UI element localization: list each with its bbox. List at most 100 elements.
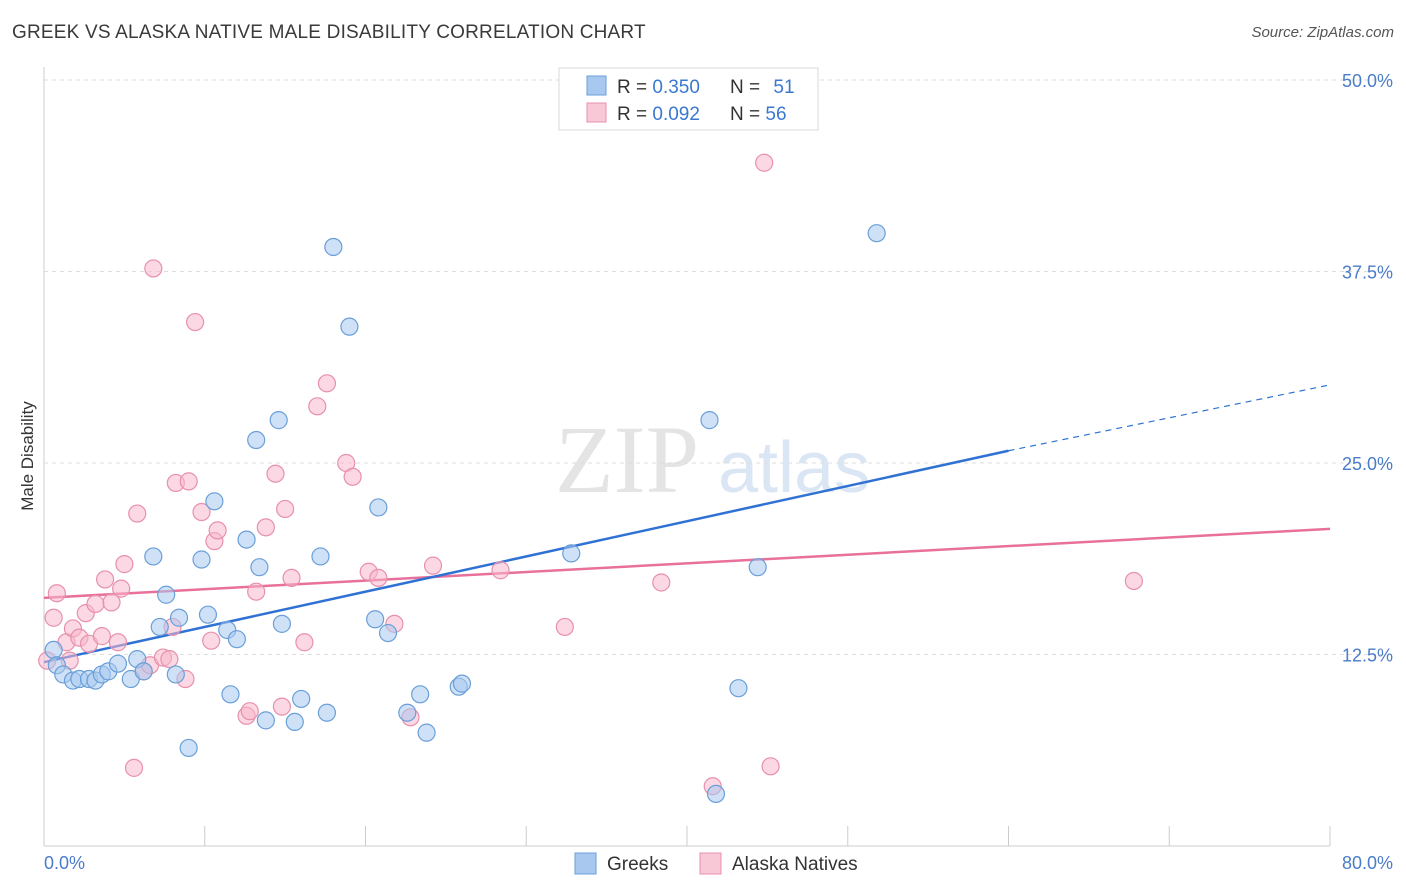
alaska-natives-point xyxy=(112,579,131,598)
alaska-natives-point xyxy=(369,568,388,588)
greeks-point xyxy=(150,617,169,637)
alaska-natives-point xyxy=(95,570,115,589)
svg-text:R = 0.092: R = 0.092 xyxy=(617,104,700,125)
watermark-atlas: atlas xyxy=(718,428,870,508)
legend-greeks-swatch xyxy=(574,852,597,875)
y-tick-label: 37.5% xyxy=(1342,263,1393,283)
alaska-natives-swatch xyxy=(586,102,607,123)
alaska-natives-point xyxy=(102,593,121,612)
greeks-point xyxy=(166,665,185,684)
watermark: ZIP atlas xyxy=(555,406,870,513)
greeks-r-value: 0.350 xyxy=(652,77,700,98)
greeks-point xyxy=(250,558,269,577)
alaska-natives-point xyxy=(179,472,198,491)
alaska-natives-point xyxy=(491,561,510,580)
greeks-swatch xyxy=(586,75,607,96)
greeks-r-label: R = xyxy=(617,77,652,98)
alaska-natives-point xyxy=(144,259,163,278)
greeks-point xyxy=(157,585,176,604)
alaska-natives-point xyxy=(192,502,211,522)
greeks-point xyxy=(44,640,63,660)
greeks-point xyxy=(417,723,436,742)
alaska-natives-point xyxy=(186,312,205,332)
y-tick-label: 50.0% xyxy=(1342,71,1393,91)
alaska-natives-point xyxy=(92,627,111,646)
alaska-natives-point xyxy=(266,464,285,483)
greeks-point xyxy=(192,550,211,569)
alaska-natives-point xyxy=(247,582,266,601)
alaska-natives-point xyxy=(423,556,443,575)
alaska-natives-point xyxy=(47,584,66,603)
greeks-point xyxy=(398,703,417,722)
greeks-point xyxy=(205,492,224,511)
stats-legend: R = 0.350 N = 51 R = 0.092 N = 56 xyxy=(558,67,819,131)
y-tick-labels: 12.5% 25.0% 37.5% 50.0% xyxy=(1342,71,1393,666)
svg-text:N = 56: N = 56 xyxy=(730,104,787,125)
greeks-point xyxy=(369,498,388,517)
greeks-point xyxy=(366,610,385,629)
y-tick-label: 12.5% xyxy=(1342,646,1393,666)
alaska-natives-point xyxy=(1124,571,1143,591)
natives-n-label: N = xyxy=(730,104,765,125)
alaska-natives-point xyxy=(86,594,105,614)
greeks-point xyxy=(700,411,719,430)
alaska-natives-point xyxy=(276,499,295,519)
alaska-natives-point xyxy=(44,608,63,627)
legend-natives-label: Alaska Natives xyxy=(732,854,858,875)
natives-r-label: R = xyxy=(617,104,652,125)
alaska-natives-point xyxy=(555,617,574,637)
source-label: Source: ZipAtlas.com xyxy=(1251,24,1394,41)
greeks-point xyxy=(340,317,359,336)
greeks-point xyxy=(292,689,311,709)
greeks-point xyxy=(269,411,288,430)
greeks-point xyxy=(247,430,266,450)
svg-text:N = 51: N = 51 xyxy=(730,77,795,98)
x-tick-label-max: 80.0% xyxy=(1342,853,1393,873)
greeks-point xyxy=(198,605,218,624)
greeks-point xyxy=(227,630,246,649)
alaska-natives-point xyxy=(295,633,314,652)
greeks-point xyxy=(317,703,337,722)
alaska-natives-point xyxy=(108,633,128,652)
greeks-trend-line xyxy=(43,449,1009,664)
greeks-point xyxy=(311,547,330,566)
series-legend: Greeks Alaska Natives xyxy=(574,852,858,875)
alaska-natives-point xyxy=(240,702,259,721)
greeks-point xyxy=(729,679,748,698)
greeks-point xyxy=(169,608,189,627)
x-tick-label-min: 0.0% xyxy=(44,853,85,873)
legend-natives-swatch xyxy=(699,852,722,875)
greeks-point xyxy=(452,674,472,693)
alaska-natives-point xyxy=(160,649,179,669)
alaska-natives-point xyxy=(308,397,327,416)
greeks-point xyxy=(221,685,240,704)
greeks-point xyxy=(706,784,726,804)
alaska-natives-point xyxy=(272,697,292,716)
gridlines xyxy=(44,79,1393,655)
watermark-zip: ZIP xyxy=(555,406,699,513)
x-ticks xyxy=(43,826,1331,846)
greeks-trend-extension xyxy=(1008,384,1331,452)
alaska-natives-point xyxy=(343,467,362,486)
greeks-point xyxy=(324,237,343,257)
alaska-natives-point xyxy=(115,555,134,574)
greeks-points xyxy=(44,224,886,804)
greeks-n-value: 51 xyxy=(773,77,794,98)
greeks-point xyxy=(134,662,153,681)
greeks-point xyxy=(285,712,304,732)
natives-n-value: 56 xyxy=(765,104,786,125)
alaska-natives-point xyxy=(208,521,227,540)
alaska-natives-point xyxy=(282,568,301,588)
alaska-natives-point xyxy=(761,757,780,776)
greeks-point xyxy=(867,224,886,243)
y-axis-label: Male Disability xyxy=(18,401,37,511)
alaska-natives-point xyxy=(652,573,671,592)
y-tick-label: 25.0% xyxy=(1342,454,1393,474)
greeks-point xyxy=(378,623,398,643)
alaska-natives-point xyxy=(202,631,221,650)
greeks-point xyxy=(411,685,430,704)
alaska-natives-point xyxy=(755,153,774,172)
greeks-point xyxy=(562,544,581,563)
greeks-point xyxy=(237,530,256,549)
